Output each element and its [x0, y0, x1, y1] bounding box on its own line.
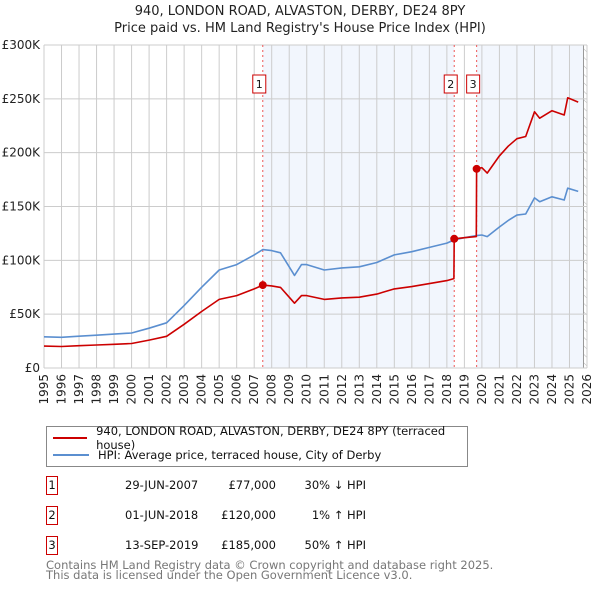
transaction-number-badge: 2 [46, 506, 58, 525]
sale-point [472, 164, 481, 173]
sale-label-box [443, 74, 458, 94]
x-tick-label: 2010 [300, 374, 314, 405]
blue-line-swatch [53, 454, 89, 456]
x-tick-label: 1995 [37, 374, 51, 405]
x-tick-label: 2015 [387, 374, 401, 405]
x-tick-label: 2024 [545, 374, 559, 405]
sale-label: 2 [447, 78, 454, 91]
x-tick-label: 2026 [580, 374, 594, 405]
footer-line: This data is licensed under the Open Gov… [46, 568, 413, 582]
transaction-date: 29-JUN-2007 [125, 478, 199, 492]
footer: Contains HM Land Registry data © Crown c… [46, 558, 494, 582]
red-line-swatch [53, 437, 88, 439]
y-tick-label: £300K [2, 38, 42, 52]
x-tick-label: 2004 [195, 374, 209, 405]
sale-label: 1 [256, 78, 263, 91]
x-tick-label: 2009 [282, 374, 296, 405]
x-tick-label: 2006 [230, 374, 244, 405]
transaction-price: £120,000 [221, 508, 276, 522]
transaction-date: 01-JUN-2018 [125, 508, 199, 522]
legend-item-property: 940, LONDON ROAD, ALVASTON, DERBY, DE24 … [53, 424, 467, 452]
x-tick-label: 2007 [247, 374, 261, 405]
x-tick-label: 2021 [492, 374, 506, 405]
legend-label: 940, LONDON ROAD, ALVASTON, DERBY, DE24 … [96, 424, 446, 452]
chart-legend: 940, LONDON ROAD, ALVASTON, DERBY, DE24 … [46, 424, 468, 467]
x-tick-label: 2020 [475, 374, 489, 405]
x-tick-label: 2023 [527, 374, 541, 405]
sale-label-box [252, 74, 267, 94]
transaction-hpi-change: 50% ↑ HPI [304, 538, 366, 552]
y-tick-label: £250K [2, 92, 42, 106]
x-tick-label: 2013 [352, 374, 366, 405]
x-tick-label: 2000 [125, 374, 139, 405]
property-price-line [43, 97, 579, 348]
y-tick-label: £200K [2, 146, 42, 160]
x-tick-label: 2001 [142, 374, 156, 405]
x-tick-label: 2002 [160, 374, 174, 405]
transaction-price: £77,000 [228, 478, 276, 492]
x-tick-label: 2022 [510, 374, 524, 405]
x-tick-label: 2014 [370, 374, 384, 405]
x-tick-label: 2018 [440, 374, 454, 405]
y-tick-label: £50K [9, 307, 41, 321]
sale-label-box [466, 74, 481, 94]
x-tick-label: 2012 [335, 374, 349, 405]
x-tick-label: 2019 [457, 374, 471, 405]
transaction-date: 13-SEP-2019 [125, 538, 199, 552]
sale-label: 3 [470, 78, 477, 91]
transaction-price: £185,000 [221, 538, 276, 552]
x-tick-label: 2003 [177, 374, 191, 405]
x-tick-label: 1996 [55, 374, 69, 405]
price-chart: 1 2 3 1995 1996 1997 1998 1999 2000 2001 2002 2003 2… [2, 38, 594, 405]
chart-title: 940, LONDON ROAD, ALVASTON, DERBY, DE24 … [134, 4, 466, 19]
x-tick-label: 2025 [562, 374, 576, 405]
hpi-line [43, 187, 579, 339]
x-tick-label: 1999 [107, 374, 121, 405]
transaction-number-badge: 1 [46, 476, 58, 495]
transaction-number-badge: 3 [46, 536, 58, 555]
y-tick-label: £0 [25, 361, 40, 375]
x-tick-label: 1998 [90, 374, 104, 405]
x-tick-label: 2005 [212, 374, 226, 405]
x-tick-label: 2017 [422, 374, 436, 405]
legend-item-hpi: HPI: Average price, terraced house, City… [53, 447, 381, 463]
transaction-hpi-change: 30% ↓ HPI [304, 478, 366, 492]
transaction-hpi-change: 1% ↑ HPI [311, 508, 366, 522]
chart-subtitle: Price paid vs. HM Land Registry's House … [114, 21, 486, 36]
x-tick-label: 2008 [265, 374, 279, 405]
legend-label: HPI: Average price, terraced house, City… [98, 448, 382, 462]
y-tick-label: £100K [2, 253, 42, 267]
y-tick-label: £150K [2, 200, 42, 214]
sale-point [450, 234, 459, 243]
sale-point [258, 281, 267, 290]
footer-line: Contains HM Land Registry data © Crown c… [46, 558, 494, 572]
x-tick-label: 2016 [405, 374, 419, 405]
x-tick-label: 1997 [72, 374, 86, 405]
x-tick-label: 2011 [317, 374, 331, 405]
